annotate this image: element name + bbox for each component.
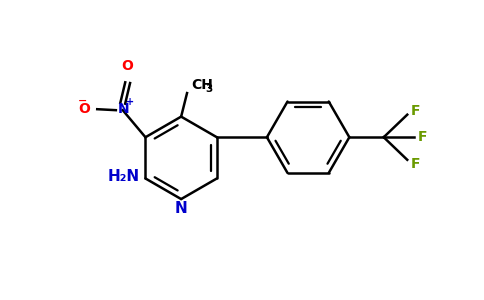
Text: N: N bbox=[175, 201, 187, 216]
Text: 3: 3 bbox=[206, 84, 213, 94]
Text: O: O bbox=[78, 102, 91, 116]
Text: N: N bbox=[118, 102, 130, 116]
Text: F: F bbox=[411, 104, 421, 118]
Text: CH: CH bbox=[191, 78, 213, 92]
Text: O: O bbox=[121, 59, 134, 73]
Text: H₂N: H₂N bbox=[107, 169, 139, 184]
Text: −: − bbox=[78, 96, 88, 106]
Text: +: + bbox=[125, 97, 134, 107]
Text: F: F bbox=[418, 130, 427, 144]
Text: F: F bbox=[411, 157, 421, 171]
